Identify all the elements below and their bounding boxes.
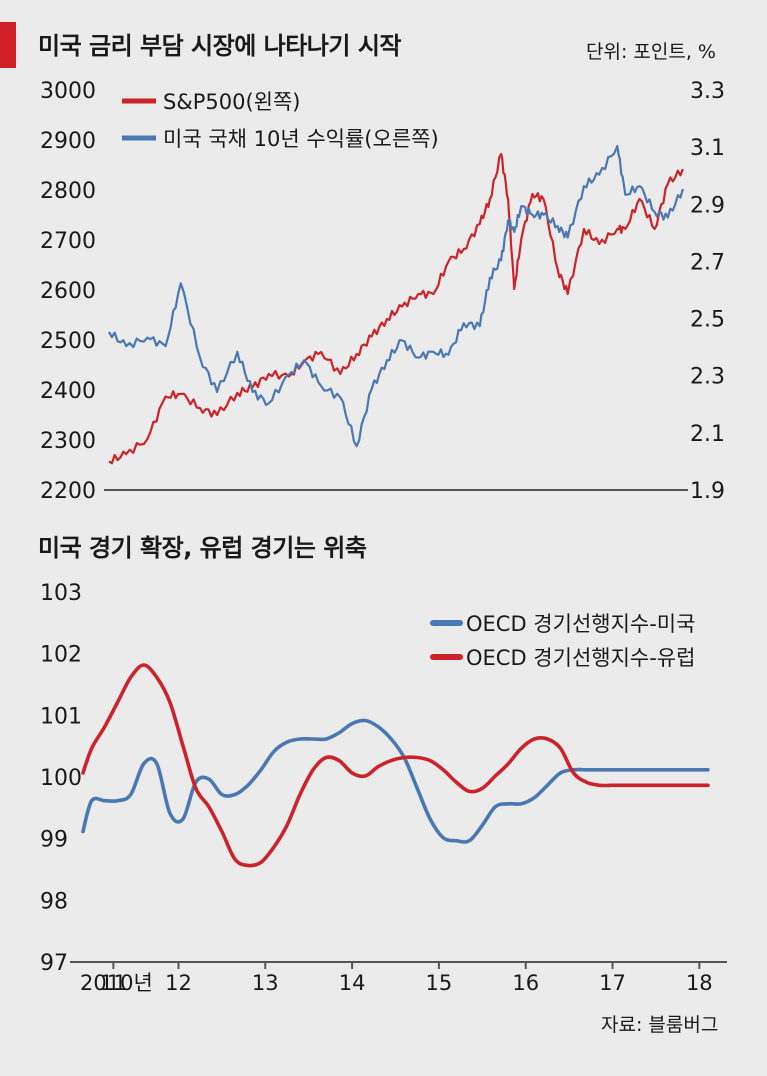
bottom-y-tick-label: 98 [40,889,68,914]
left-axis-tick-label: 3000 [40,79,96,104]
title-accent-bar [0,22,16,68]
left-axis-tick-label: 2500 [40,329,96,354]
right-axis-tick-label: 2.7 [690,250,725,275]
bottom-y-tick-label: 102 [40,643,82,668]
right-axis-tick-label: 1.9 [690,479,725,504]
left-axis-tick-label: 2600 [40,279,96,304]
oecd-europe-series-line [81,663,710,868]
bottom-x-tick-label: 17 [599,971,626,995]
bottom-y-tick-label: 103 [40,581,82,606]
right-axis-tick-label: 3.1 [690,136,725,161]
treasury-10y-series-line [108,145,684,448]
top-chart-unit: 단위: 포인트, % [586,41,716,63]
sp500-series-line [108,152,684,465]
bottom-y-tick-label: 99 [40,828,68,853]
bottom-x-tick-label: 18 [686,971,713,995]
bottom-legend-label: OECD 경기선행지수-유럽 [466,646,695,670]
bottom-chart-title: 미국 경기 확장, 유럽 경기는 위축 [38,534,367,562]
left-axis-tick-label: 2700 [40,229,96,254]
source-note: 자료: 블룸버그 [601,1014,719,1036]
top-legend-label: S&P500(왼쪽) [163,90,300,114]
right-axis-tick-label: 2.5 [690,308,725,333]
bottom-x-tick-label: 2010년 [80,971,153,995]
bottom-y-tick-label: 101 [40,704,82,729]
oecd-us-series-line [81,718,710,844]
left-axis-tick-label: 2200 [40,479,96,504]
right-axis-tick-label: 2.3 [690,365,725,390]
bottom-x-tick-label: 12 [165,971,192,995]
left-axis-tick-label: 2300 [40,429,96,454]
bottom-x-tick-label: 15 [426,971,453,995]
left-axis-tick-label: 2400 [40,379,96,404]
bottom-y-tick-label: 100 [40,766,82,791]
right-axis-tick-label: 2.9 [690,193,725,218]
bottom-x-tick-label: 11 [100,971,127,995]
bottom-x-tick-label: 13 [252,971,279,995]
right-axis-tick-label: 3.3 [690,79,725,104]
top-legend-label: 미국 국채 10년 수익률(오른쪽) [163,127,439,151]
left-axis-tick-label: 2800 [40,179,96,204]
bottom-x-tick-label: 14 [339,971,366,995]
bottom-y-tick-label: 97 [40,951,68,976]
top-chart-title: 미국 금리 부담 시장에 나타나기 시작 [38,32,401,60]
left-axis-tick-label: 2900 [40,129,96,154]
right-axis-tick-label: 2.1 [690,422,725,447]
bottom-x-tick-label: 16 [512,971,539,995]
bottom-legend-label: OECD 경기선행지수-미국 [466,612,695,636]
